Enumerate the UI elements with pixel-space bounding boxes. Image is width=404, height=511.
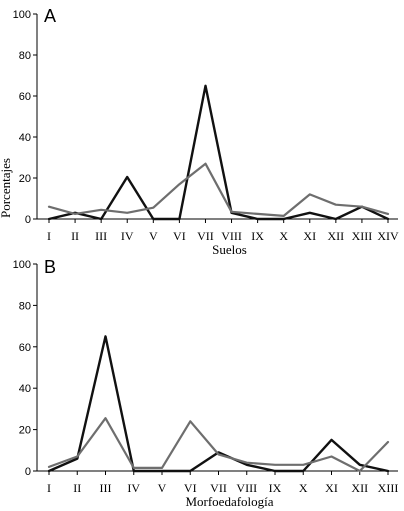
x-tick-label: VIII (221, 229, 242, 243)
x-tick-label: X (299, 481, 308, 495)
y-tick-label: 60 (19, 342, 31, 354)
series-line-1 (47, 335, 390, 473)
x-tick-label: IX (269, 481, 282, 495)
panel-label: B (44, 257, 56, 277)
x-tick-label: XIV (377, 229, 399, 243)
x-tick-label: IV (121, 229, 134, 243)
x-tick-label: II (71, 229, 79, 243)
x-tick-label: VII (197, 229, 214, 243)
x-tick-label: II (73, 481, 81, 495)
y-tick-label: 80 (19, 50, 31, 62)
x-tick-label: IV (127, 481, 140, 495)
x-tick-label: III (100, 481, 112, 495)
x-tick-label: XI (325, 481, 338, 495)
x-tick-label: X (279, 229, 288, 243)
y-tick-label: 100 (13, 259, 31, 271)
y-tick-label: 20 (19, 173, 31, 185)
y-tick-label: 60 (19, 91, 31, 103)
series-line-2 (47, 417, 390, 473)
x-tick-label: VII (210, 481, 227, 495)
x-tick-label: I (47, 481, 51, 495)
x-tick-label: I (47, 229, 51, 243)
x-tick-label: VIII (236, 481, 257, 495)
y-tick-label: 0 (25, 466, 31, 478)
y-tick-label: 20 (19, 425, 31, 437)
x-tick-label: XI (303, 229, 316, 243)
x-tick-label: V (149, 229, 158, 243)
x-axis-title: Morfoedafología (185, 494, 273, 509)
x-tick-label: VI (184, 481, 197, 495)
x-tick-label: XIII (378, 481, 399, 495)
x-tick-label: IX (251, 229, 264, 243)
y-tick-label: 40 (19, 132, 31, 144)
panel-label: A (44, 6, 56, 26)
x-tick-label: VI (173, 229, 186, 243)
x-tick-label: XIII (352, 229, 373, 243)
y-axis-title: Porcentajes (0, 158, 13, 218)
x-axis-title: Suelos (212, 242, 247, 257)
x-tick-label: III (95, 229, 107, 243)
y-tick-label: 40 (19, 383, 31, 395)
x-tick-label: V (158, 481, 167, 495)
y-tick-label: 100 (13, 9, 31, 21)
x-tick-label: XII (351, 481, 368, 495)
y-tick-label: 80 (19, 300, 31, 312)
x-tick-label: XII (328, 229, 345, 243)
series-line-1 (47, 84, 390, 221)
y-tick-label: 0 (25, 214, 31, 226)
series-line-2 (47, 162, 390, 217)
